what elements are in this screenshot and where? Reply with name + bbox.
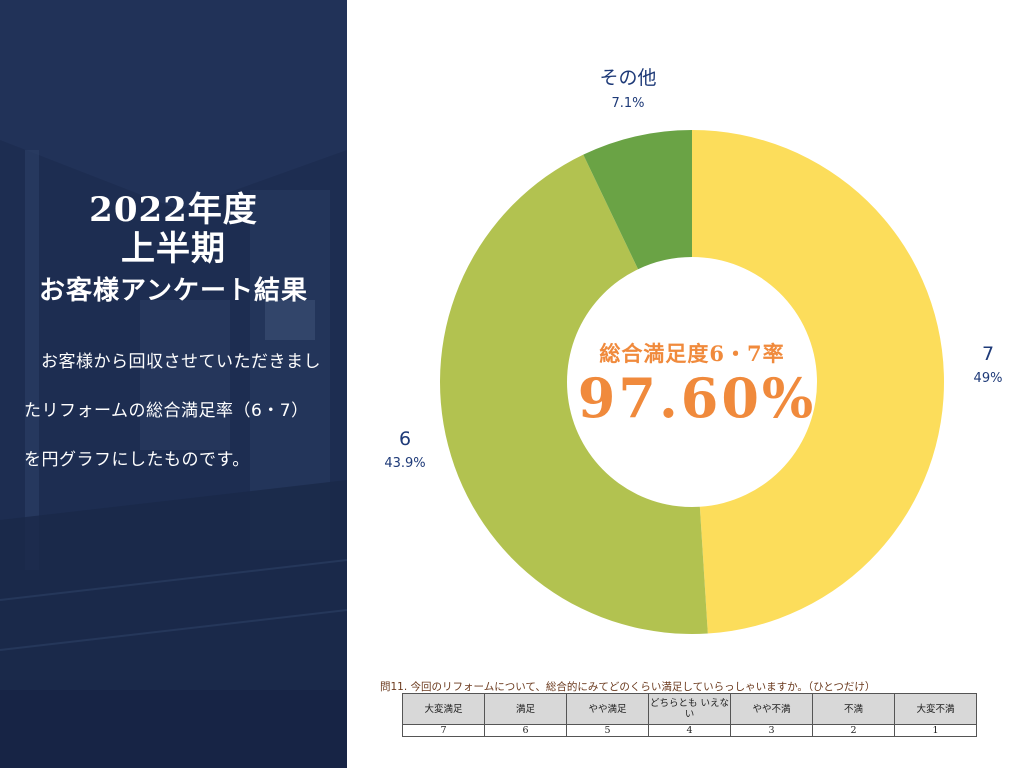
donut-slice-2 [583, 130, 692, 270]
scale-value: 4 [648, 724, 731, 737]
scale-table: 大変満足 満足 やや満足 どちらとも いえない やや不満 不満 大変不満 7 6… [402, 693, 977, 737]
scale-label: 満足 [484, 693, 567, 725]
sidebar-panel: 2022年度 上半期 お客様アンケート結果 お客様から回収させていただきましたリ… [0, 0, 347, 768]
scale-label: 大変満足 [402, 693, 485, 725]
scale-value: 6 [484, 724, 567, 737]
scale-value: 2 [812, 724, 895, 737]
chart-area: 7 49% 6 43.9% その他 7.1% 総合満足度6・7率 97.60% [347, 0, 1024, 680]
scale-value: 7 [402, 724, 485, 737]
scale-value: 1 [894, 724, 977, 737]
donut-chart [439, 130, 945, 635]
slice-percent: 43.9% [384, 456, 426, 471]
slice-percent: 49% [973, 371, 1003, 386]
scale-value-row: 7 6 5 4 3 2 1 [402, 724, 977, 737]
description-text: お客様から回収させていただきましたリフォームの総合満足率（6・7）を円グラフにし… [24, 352, 321, 470]
interior-photo [0, 0, 347, 768]
title-subtitle: お客様アンケート結果 [39, 276, 308, 306]
center-value: 97.60% [577, 366, 817, 430]
slice-percent: 7.1% [611, 96, 645, 111]
scale-header-row: 大変満足 満足 やや満足 どちらとも いえない やや不満 不満 大変不満 [402, 693, 977, 725]
slice-name: 7 [981, 343, 995, 365]
scale-value: 3 [730, 724, 813, 737]
slice-name: その他 [599, 67, 657, 89]
slice-label-other: その他 7.1% [585, 63, 671, 111]
title-year: 2022年度 [89, 190, 258, 230]
donut-slice-0 [692, 130, 945, 634]
scale-value: 5 [566, 724, 649, 737]
center-title: 総合満足度6・7率 [599, 341, 785, 366]
scale-label: 不満 [812, 693, 895, 725]
overlay-shade [0, 0, 347, 768]
slice-label-7: 7 49% [971, 343, 1005, 386]
scale-label: 大変不満 [894, 693, 977, 725]
scale-label: やや満足 [566, 693, 649, 725]
slice-name: 6 [398, 428, 412, 450]
scale-label: どちらとも いえない [648, 693, 731, 725]
survey-question: 問11. 今回のリフォームについて、総合的にみてどのくらい満足していらっしゃいま… [380, 681, 876, 693]
donut-slice-1 [439, 154, 708, 635]
title-half: 上半期 [121, 229, 226, 269]
scale-label: やや不満 [730, 693, 813, 725]
slice-label-6: 6 43.9% [372, 428, 438, 471]
